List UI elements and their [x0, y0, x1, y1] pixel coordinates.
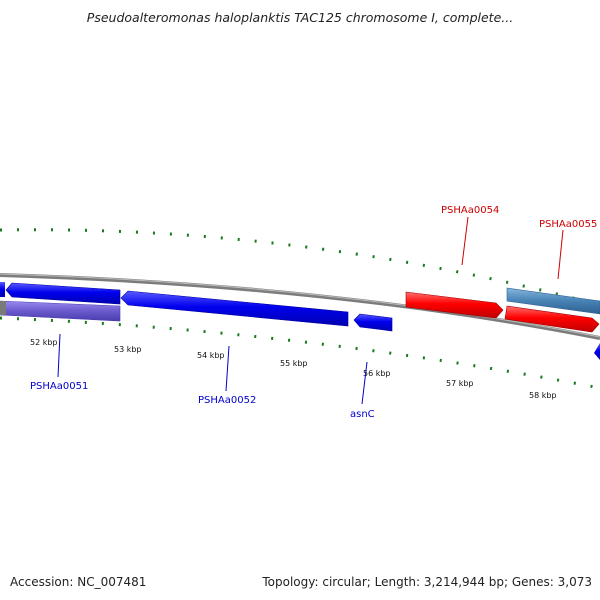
gene-feature-PSHAa0054[interactable]	[405, 291, 504, 319]
gene-label-PSHAa0054[interactable]: PSHAa0054	[441, 205, 499, 216]
gene-label-PSHAa0051[interactable]: PSHAa0051	[30, 381, 88, 392]
kbp-tick-labels: 52 kbp 53 kbp 54 kbp 55 kbp 56 kbp 57 kb…	[30, 338, 557, 400]
gene-feature-PSHAa0055-highlight[interactable]	[506, 287, 600, 315]
gene-feature-asnC[interactable]	[353, 313, 393, 332]
tick-label-55: 55 kbp	[280, 359, 308, 368]
tick-label-56: 56 kbp	[363, 369, 391, 378]
inner-tick-ring	[0, 316, 600, 390]
gene-feature-right-partial[interactable]	[594, 343, 600, 360]
gene-label-leaders	[57, 216, 564, 405]
gene-feature-PSHAa0055[interactable]	[504, 305, 600, 333]
tick-label-57: 57 kbp	[446, 379, 474, 388]
gene-label-PSHAa0055[interactable]: PSHAa0055	[539, 219, 597, 230]
tick-label-58: 58 kbp	[529, 391, 557, 400]
tick-label-54: 54 kbp	[197, 351, 225, 360]
genome-summary-text: Topology: circular; Length: 3,214,944 bp…	[262, 575, 592, 589]
tick-label-53: 53 kbp	[114, 345, 142, 354]
gene-label-PSHAa0052[interactable]: PSHAa0052	[198, 395, 256, 406]
gene-feature-PSHAa0051-highlight[interactable]	[0, 300, 121, 322]
gene-feature-PSHAa0052[interactable]	[120, 290, 349, 327]
gene-feature-left-partial[interactable]	[0, 282, 5, 297]
tick-label-52: 52 kbp	[30, 338, 58, 347]
gene-feature-PSHAa0051[interactable]	[5, 282, 121, 305]
accession-text: Accession: NC_007481	[10, 575, 147, 589]
chromosome-backbone	[0, 273, 600, 340]
map-title: Pseudoalteromonas haloplanktis TAC125 ch…	[86, 10, 514, 25]
gene-label-asnC[interactable]: asnC	[350, 409, 375, 420]
